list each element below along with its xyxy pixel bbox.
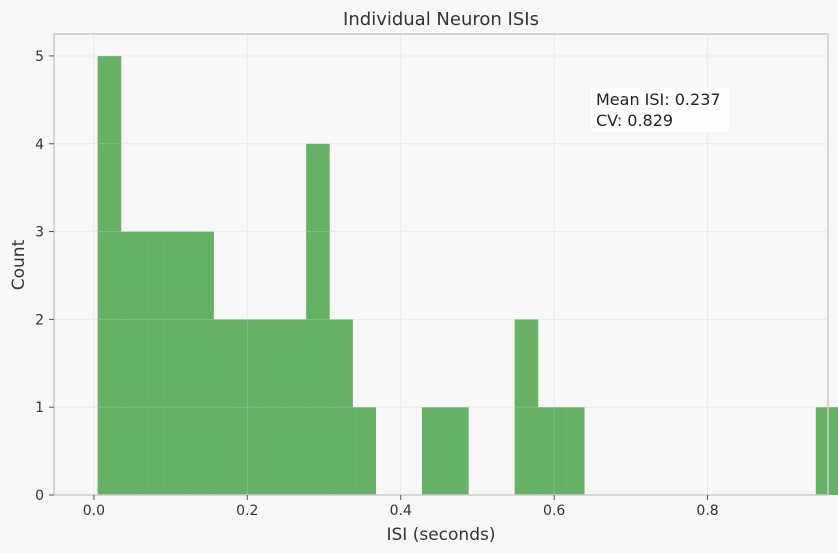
stats-annotation: Mean ISI: 0.237 CV: 0.829 bbox=[591, 88, 729, 132]
y-tick-label: 2 bbox=[35, 312, 44, 328]
histogram-bar bbox=[537, 407, 562, 495]
histogram-bar bbox=[352, 407, 377, 495]
x-tick-label: 0.4 bbox=[390, 503, 412, 519]
y-axis-ticks: 0 1 2 3 4 5 bbox=[35, 49, 54, 504]
histogram-bar bbox=[445, 407, 469, 495]
annotation-cv: CV: 0.829 bbox=[596, 111, 673, 130]
histogram-bar bbox=[120, 231, 145, 496]
x-tick-label: 0.8 bbox=[696, 503, 718, 519]
histogram-bar bbox=[306, 143, 330, 495]
histogram-bar bbox=[329, 319, 353, 495]
histogram-bar bbox=[213, 319, 238, 495]
y-tick-label: 4 bbox=[35, 137, 44, 153]
x-axis-ticks: 0.0 0.2 0.4 0.6 0.8 bbox=[83, 495, 719, 519]
histogram-bar bbox=[167, 231, 191, 496]
chart-title: Individual Neuron ISIs bbox=[343, 9, 539, 30]
histogram-bars bbox=[54, 34, 838, 496]
x-tick-label: 0.2 bbox=[236, 503, 258, 519]
annotation-mean-isi: Mean ISI: 0.237 bbox=[596, 90, 721, 109]
x-tick-label: 0.6 bbox=[543, 503, 565, 519]
y-tick-label: 5 bbox=[35, 49, 44, 65]
x-tick-label: 0.0 bbox=[83, 503, 105, 519]
annotation-box bbox=[591, 88, 729, 132]
histogram-bar bbox=[97, 55, 122, 495]
histogram-bar bbox=[282, 319, 307, 495]
histogram-bar bbox=[514, 319, 539, 495]
x-axis-label: ISI (seconds) bbox=[387, 525, 496, 545]
histogram-bar bbox=[815, 407, 838, 495]
histogram-bar bbox=[259, 319, 284, 495]
histogram-bar bbox=[190, 231, 214, 496]
plot-frame bbox=[53, 33, 829, 496]
histogram-bar bbox=[143, 231, 168, 496]
histogram-bar bbox=[560, 407, 585, 495]
y-tick-label: 0 bbox=[35, 488, 44, 504]
histogram-bar bbox=[421, 407, 446, 495]
y-tick-label: 1 bbox=[35, 400, 44, 416]
y-tick-label: 3 bbox=[35, 225, 44, 241]
y-axis-label: Count bbox=[9, 239, 29, 290]
histogram-bar bbox=[236, 319, 261, 495]
